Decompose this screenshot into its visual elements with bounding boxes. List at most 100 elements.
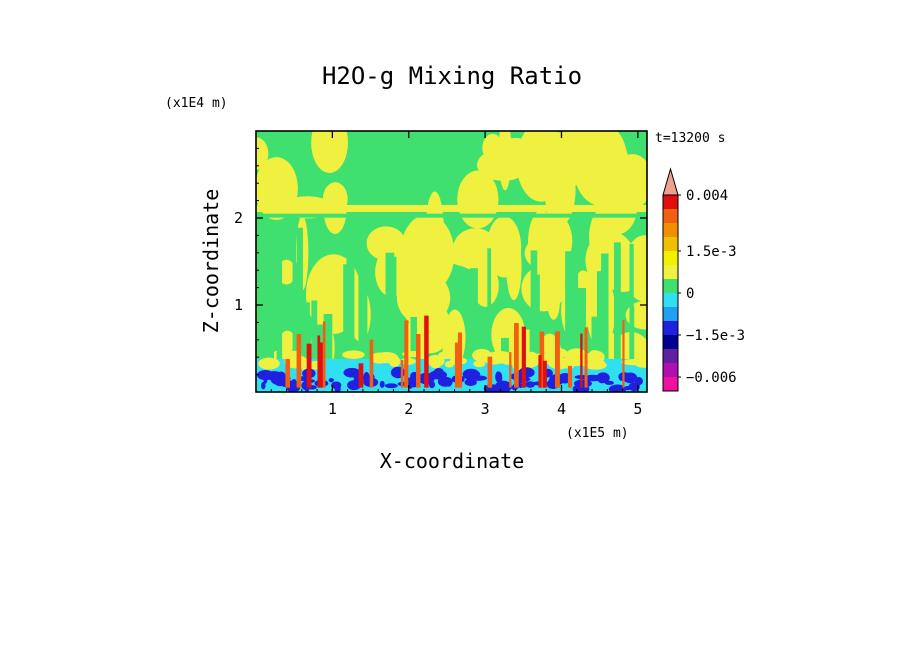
dry-column [395, 330, 401, 362]
moist-streak [584, 327, 588, 388]
moist-streak [400, 359, 404, 388]
dry-blob [497, 372, 503, 384]
dry-blob [433, 368, 444, 377]
axis-ticks: 1 2 3 4 5 1 2 [234, 131, 647, 418]
colorbar-swatch [663, 293, 678, 307]
dry-column [301, 302, 310, 362]
dry-column [385, 252, 395, 362]
moist-streak [514, 323, 519, 388]
dry-blob [328, 378, 334, 383]
dry-column [487, 248, 492, 362]
moist-patch [611, 154, 647, 209]
dry-blob [598, 375, 605, 384]
lower-patch [342, 350, 365, 359]
moist-streak [457, 332, 463, 388]
lower-patch [438, 351, 459, 359]
x-tick-label: 1 [328, 400, 337, 418]
dry-blob [518, 383, 523, 389]
lower-patch [473, 360, 486, 368]
dry-blob [261, 381, 266, 390]
moist-streak [539, 331, 545, 388]
chart-title: H2O-g Mixing Ratio [322, 62, 582, 90]
dry-column [571, 251, 579, 362]
colorbar-label: −1.5e-3 [686, 328, 745, 344]
moist-streak [319, 342, 323, 388]
moist-patch [516, 131, 566, 202]
dry-column [343, 264, 350, 362]
layer-band [256, 204, 647, 212]
moist-streak [404, 320, 409, 388]
colorbar-swatch [663, 377, 678, 391]
colorbar-swatch [663, 251, 678, 265]
dry-blob [628, 382, 640, 392]
dry-column [410, 316, 418, 362]
moist-streak [487, 356, 493, 388]
x-axis-label: X-coordinate [380, 449, 525, 473]
dry-blob [363, 371, 370, 384]
colorbar-label: 1.5e-3 [686, 244, 737, 260]
colorbar-swatch [663, 195, 678, 209]
dry-blob [462, 368, 480, 381]
dry-blob [265, 371, 283, 379]
colorbar-label: 0 [686, 286, 694, 302]
dry-column [358, 225, 367, 362]
lower-patch [374, 352, 399, 364]
colorbar-swatch [663, 237, 678, 251]
moist-streak [542, 360, 547, 388]
colorbar-swatch [663, 307, 678, 321]
moist-patch [457, 170, 499, 229]
moist-streak [322, 321, 326, 388]
moist-patch [521, 265, 566, 312]
moist-patch [472, 263, 499, 307]
dry-column [344, 333, 348, 362]
y-tick-label: 2 [234, 209, 243, 227]
moist-patch [482, 133, 503, 162]
colorbar [662, 167, 679, 392]
colorbar-swatch [663, 335, 678, 349]
dry-column [591, 316, 599, 362]
lower-patch [266, 359, 279, 366]
dry-column [276, 255, 283, 362]
colorbar-label: −0.006 [686, 370, 737, 386]
moist-streak [622, 320, 625, 388]
x-scale-label: (x1E5 m) [566, 426, 629, 441]
dry-blob [428, 380, 436, 389]
moist-streak [424, 315, 429, 388]
moist-streak [358, 363, 364, 388]
colorbar-swatch [663, 279, 678, 293]
dry-blob [263, 375, 268, 384]
dry-column [530, 250, 538, 362]
moist-streak [567, 365, 573, 388]
moist-patch [279, 330, 296, 352]
dry-blob [334, 384, 341, 392]
colorbar-swatch [663, 321, 678, 335]
dry-column [323, 313, 333, 362]
colorbar-swatch [663, 265, 678, 279]
moist-streak [296, 334, 302, 388]
dry-column [296, 227, 303, 362]
plot-frame [255, 130, 648, 393]
dry-column [346, 230, 355, 362]
dry-blob [464, 378, 477, 386]
dry-column [500, 337, 509, 362]
moist-streak [555, 331, 560, 388]
colorbar-swatch [663, 349, 678, 363]
moist-streak [509, 352, 512, 388]
dry-blob [343, 367, 361, 378]
x-tick-label: 2 [404, 400, 413, 418]
dry-column [577, 288, 586, 362]
colorbar-swatch [663, 223, 678, 237]
x-tick-label: 4 [557, 400, 566, 418]
colorbar-swatch [663, 363, 678, 377]
moist-streak [415, 333, 421, 388]
dry-column [629, 243, 634, 362]
dry-blob [604, 380, 614, 385]
x-tick-label: 5 [633, 400, 642, 418]
dry-blob [379, 380, 385, 388]
moist-streak [285, 358, 290, 388]
moist-streak [454, 342, 460, 388]
dry-blob [289, 383, 294, 392]
dry-blob [384, 383, 398, 389]
moist-patch [311, 131, 348, 173]
